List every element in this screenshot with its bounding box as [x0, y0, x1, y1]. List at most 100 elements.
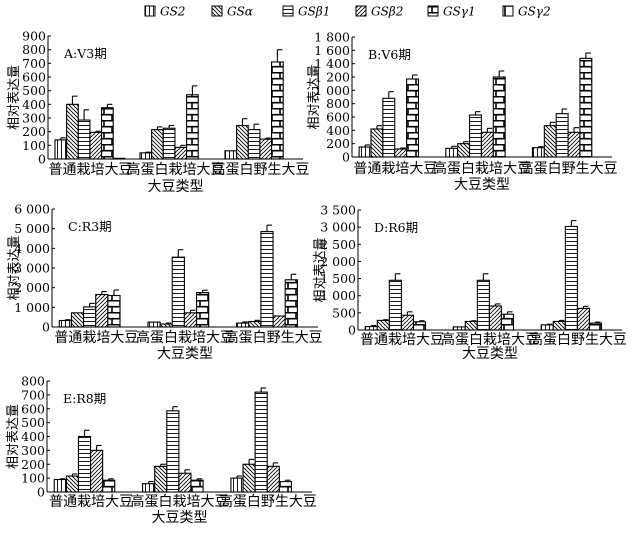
bar-GSβ2 — [259, 138, 273, 160]
bar-GSγ1 — [412, 321, 427, 331]
y-tick-label: 700 — [22, 56, 46, 71]
panel-title: D:R6期 — [374, 220, 418, 235]
bar-GSα — [154, 465, 168, 493]
bar-GSβ2 — [174, 146, 188, 160]
bar-GSβ1 — [555, 113, 569, 158]
bar-GSβ1 — [162, 127, 176, 160]
bar-GSβ1 — [468, 114, 482, 158]
bar-GSα — [370, 128, 384, 158]
y-tick-label: 400 — [22, 97, 46, 112]
bar-GSα — [70, 312, 85, 328]
legend-label-4: GSγ1 — [443, 5, 476, 19]
panel-D:R6期: 0 500 1 000 1 500 2 000 2 500 3 000 3 500 相对表达量 D… — [313, 203, 627, 363]
y-tick-label: 400 — [21, 429, 45, 444]
y-tick-label: 700 — [21, 387, 45, 402]
y-axis-label: 相对表达量 — [313, 237, 328, 302]
bar-GSβ1 — [388, 279, 402, 331]
legend-label-3: GSβ2 — [371, 5, 403, 19]
bar-GS2 — [139, 152, 153, 160]
category-label: 高蛋白野生大豆 — [225, 329, 323, 346]
y-tick-label: 6 000 — [14, 202, 50, 217]
category-label: 高蛋白栽培大豆 — [127, 161, 225, 178]
y-tick-label: 1 200 — [314, 70, 350, 85]
bar-GSα — [464, 320, 478, 331]
bar-GSβ1 — [247, 129, 261, 160]
y-tick-label: 1 000 — [314, 83, 350, 98]
bar-GSβ2 — [95, 293, 109, 328]
bar-GSγ1 — [588, 322, 603, 331]
category-label: 高蛋白栽培大豆 — [136, 329, 234, 346]
y-tick-label: 800 — [21, 374, 45, 389]
bar-GSβ2 — [488, 305, 503, 331]
bar-GSα — [242, 463, 256, 493]
y-tick-label: 500 — [332, 305, 356, 320]
bar-GSβ1 — [564, 225, 578, 331]
bar-GSγ1 — [102, 479, 116, 493]
category-label: 高蛋白栽培大豆 — [441, 331, 539, 348]
legend-label-1: GSα — [227, 5, 253, 19]
legend-swatch-0 — [144, 5, 156, 17]
bar-GSβ2 — [272, 315, 286, 328]
y-tick-label: 800 — [326, 96, 350, 111]
panel-title: A:V3期 — [63, 46, 107, 61]
bar-GSα — [159, 323, 173, 328]
category-label: 高蛋白野生大豆 — [212, 161, 310, 178]
bar-GS2 — [531, 147, 545, 158]
category-label: 高蛋白野生大豆 — [529, 331, 627, 348]
bar-GS2 — [224, 150, 238, 160]
y-tick-label: 2 000 — [320, 254, 356, 269]
bar-GSα — [248, 320, 262, 328]
y-tick-label: 3 000 — [320, 220, 356, 235]
bar-GS2 — [147, 321, 161, 328]
bar-GSα — [151, 129, 164, 160]
y-tick-label: 600 — [22, 70, 46, 85]
category-label: 高蛋白栽培大豆 — [131, 493, 229, 510]
y-tick-label: 0 — [42, 320, 50, 335]
bar-GSγ1 — [190, 479, 204, 493]
bar-GS2 — [452, 326, 466, 331]
y-tick-label: 0 — [342, 150, 350, 165]
y-tick-label: 200 — [22, 124, 46, 139]
y-tick-label: 2 000 — [14, 280, 50, 295]
x-axis-label: 大豆类型 — [157, 346, 213, 362]
category-label: 普通栽培大豆 — [360, 332, 444, 348]
y-tick-label: 900 — [22, 29, 46, 44]
bar-GSβ1 — [77, 119, 91, 160]
y-tick-label: 0 — [37, 485, 45, 500]
bar-GSβ1 — [166, 410, 180, 493]
bar-GS2 — [142, 483, 156, 493]
bar-GSγ1 — [186, 94, 199, 160]
panel-C:R3期: 0 1 000 2 000 3 000 4 000 5 000 6 000 相对表达量 C:R3… — [7, 202, 323, 363]
y-tick-label: 1 400 — [314, 56, 350, 71]
bar-GS2 — [445, 147, 459, 158]
category-label: 高蛋白野生大豆 — [219, 493, 317, 510]
category-label: 高蛋白野生大豆 — [520, 160, 618, 177]
bar-GS2 — [236, 322, 250, 328]
bar-GSγ1 — [101, 107, 114, 160]
bar-GSα — [66, 103, 79, 160]
y-tick-label: 400 — [326, 123, 350, 138]
y-tick-label: 100 — [22, 138, 46, 153]
bar-GSγ1 — [271, 61, 284, 160]
bar-GSγ1 — [500, 313, 515, 331]
bar-GSα — [552, 320, 566, 331]
y-tick-label: 5 000 — [14, 221, 50, 236]
y-tick-label: 3 500 — [320, 203, 356, 218]
bar-GSβ2 — [567, 131, 581, 158]
y-tick-label: 800 — [22, 42, 46, 57]
y-axis-label: 相对表达量 — [7, 235, 22, 300]
legend: GS2 GSα GSβ1 GSβ2 GSγ1 GSγ2 — [144, 5, 551, 19]
bar-GS2 — [53, 478, 67, 493]
bar-GSβ2 — [400, 314, 415, 331]
bar-GSγ1 — [284, 279, 298, 328]
bar-GSγ1 — [195, 292, 210, 328]
y-tick-label: 100 — [21, 471, 45, 486]
bar-GSα — [543, 125, 557, 158]
y-tick-label: 1 600 — [314, 43, 350, 58]
y-tick-label: 1 500 — [320, 271, 356, 286]
legend-label-2: GSβ1 — [298, 5, 330, 19]
y-tick-label: 0 — [348, 323, 356, 338]
